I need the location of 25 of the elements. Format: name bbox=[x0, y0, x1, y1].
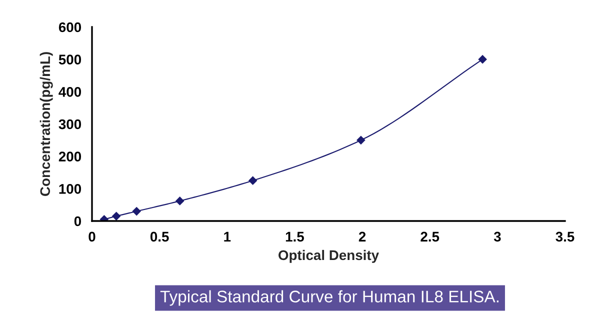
y-tick-label: 200 bbox=[58, 152, 82, 162]
y-tick-label: 400 bbox=[58, 87, 82, 97]
text: Typical Standard Curve for Human IL8 ELISA. bbox=[160, 290, 498, 306]
point bbox=[132, 207, 141, 216]
x-tick-label: 1.5 bbox=[286, 232, 304, 242]
x-axis-title: Optical Density bbox=[278, 250, 379, 263]
y-axis-title: Concentration(pg/mL) bbox=[40, 52, 53, 196]
x-tick-label: 3 bbox=[494, 232, 501, 242]
point bbox=[100, 215, 108, 221]
y-tick-label: 0 bbox=[74, 216, 82, 226]
point bbox=[356, 136, 366, 144]
point bbox=[112, 212, 120, 220]
y-tick-label: 500 bbox=[58, 54, 82, 65]
x-tick-label: 3.5 bbox=[556, 232, 574, 242]
x-tick-label: 2 bbox=[358, 232, 366, 242]
point bbox=[248, 176, 257, 185]
x-tick-label: 0.5 bbox=[150, 232, 169, 242]
y-tick-label: 300 bbox=[58, 119, 82, 130]
x-tick-label: 2.5 bbox=[420, 232, 440, 242]
point bbox=[176, 196, 184, 206]
x-tick-label: 1 bbox=[224, 232, 231, 242]
y-tick-label: 600 bbox=[58, 22, 82, 32]
point bbox=[478, 55, 487, 64]
y-tick-label: 100 bbox=[59, 184, 82, 194]
x-tick-label: 0 bbox=[88, 232, 96, 242]
